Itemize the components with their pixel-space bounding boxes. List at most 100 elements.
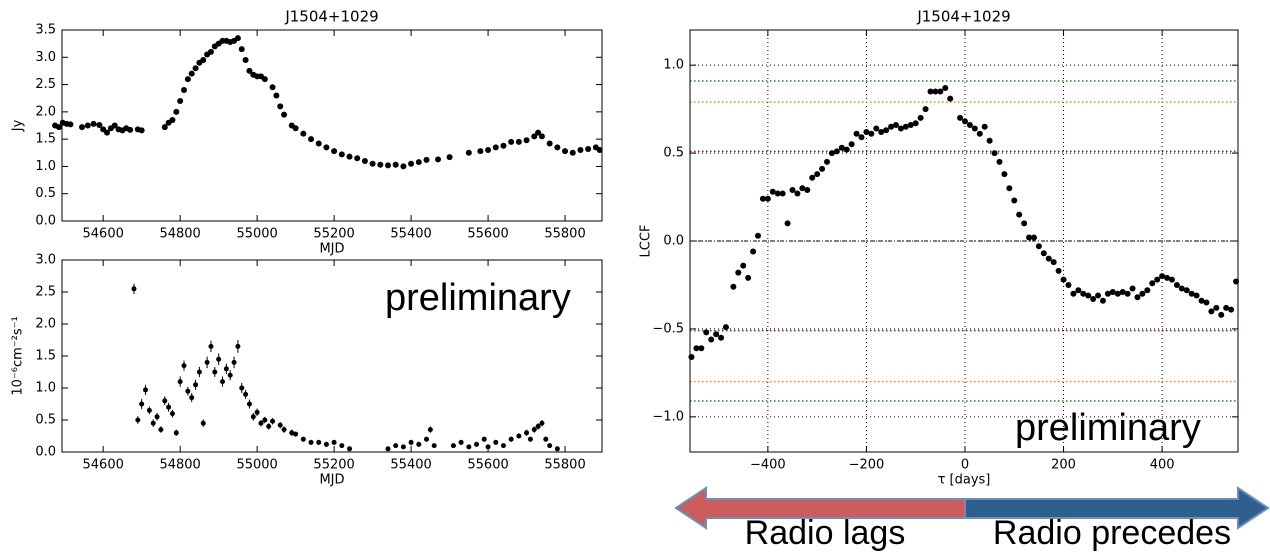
data-point bbox=[1178, 285, 1185, 292]
data-point bbox=[138, 127, 145, 134]
data-point bbox=[1055, 267, 1062, 274]
y-tick-label: 2.0 bbox=[35, 317, 56, 332]
data-point bbox=[493, 439, 499, 445]
right-arrow bbox=[964, 486, 1270, 530]
data-point bbox=[554, 144, 561, 151]
y-tick-label: 3.0 bbox=[35, 50, 56, 65]
data-point bbox=[146, 407, 152, 413]
data-point bbox=[843, 146, 850, 153]
data-point bbox=[708, 336, 715, 343]
data-point bbox=[961, 118, 968, 125]
data-point bbox=[55, 124, 62, 131]
data-point bbox=[922, 106, 929, 113]
data-point bbox=[423, 156, 430, 163]
data-point bbox=[212, 369, 218, 375]
data-point bbox=[173, 430, 179, 436]
data-point bbox=[1060, 276, 1067, 283]
data-point bbox=[873, 125, 880, 132]
data-point bbox=[577, 147, 584, 154]
data-point bbox=[863, 128, 870, 135]
data-point bbox=[184, 76, 191, 83]
data-point bbox=[562, 148, 569, 155]
data-point bbox=[67, 121, 74, 128]
data-point bbox=[1168, 276, 1175, 283]
y-axis-label: 10⁻⁶cm⁻²s⁻¹ bbox=[11, 316, 26, 395]
data-point bbox=[1208, 308, 1215, 315]
y-tick-label: 1.5 bbox=[35, 349, 56, 364]
data-point bbox=[878, 128, 885, 135]
data-point bbox=[942, 85, 949, 92]
y-axis-label: LCCF bbox=[639, 225, 654, 258]
data-point bbox=[96, 121, 103, 128]
data-point bbox=[385, 162, 392, 169]
data-point bbox=[208, 343, 214, 349]
x-tick-label: 54800 bbox=[159, 458, 200, 473]
annotation: preliminary bbox=[385, 277, 571, 319]
data-point bbox=[177, 97, 184, 104]
data-point bbox=[393, 443, 399, 449]
data-point bbox=[718, 334, 725, 341]
data-point bbox=[292, 125, 299, 132]
data-point bbox=[216, 356, 222, 362]
data-point bbox=[234, 35, 241, 42]
data-point bbox=[833, 148, 840, 155]
data-point bbox=[1218, 311, 1225, 318]
data-point bbox=[764, 195, 771, 202]
y-tick-label: −1.0 bbox=[652, 409, 684, 424]
data-point bbox=[415, 159, 422, 166]
data-point bbox=[1203, 299, 1210, 306]
data-point bbox=[848, 141, 855, 148]
x-tick-label: 54600 bbox=[83, 458, 124, 473]
data-point bbox=[745, 274, 752, 281]
data-point bbox=[289, 430, 295, 436]
data-point bbox=[416, 441, 422, 447]
y-tick-label: 2.5 bbox=[35, 285, 56, 300]
data-point bbox=[722, 324, 729, 331]
y-tick-label: 1.5 bbox=[35, 132, 56, 147]
data-point bbox=[535, 423, 541, 429]
data-point bbox=[585, 145, 592, 152]
data-point bbox=[450, 443, 456, 449]
data-point bbox=[181, 87, 188, 94]
data-point bbox=[261, 76, 268, 83]
data-point bbox=[188, 70, 195, 77]
data-point bbox=[947, 95, 954, 102]
data-point bbox=[1021, 220, 1028, 227]
data-point bbox=[1109, 288, 1116, 295]
x-tick-label: 55400 bbox=[390, 227, 431, 242]
data-point bbox=[1104, 290, 1111, 297]
data-point bbox=[196, 369, 202, 375]
data-point bbox=[971, 125, 978, 132]
data-point bbox=[1213, 304, 1220, 311]
y-tick-label: 0.5 bbox=[35, 186, 56, 201]
x-tick-label: 55000 bbox=[236, 458, 277, 473]
x-tick-label: 55600 bbox=[467, 227, 508, 242]
data-point bbox=[892, 121, 899, 128]
annotation: preliminary bbox=[1015, 407, 1201, 449]
arrow-label: Radio lags bbox=[745, 514, 906, 552]
data-point bbox=[477, 148, 484, 155]
data-point bbox=[161, 124, 168, 131]
data-point bbox=[331, 148, 338, 155]
x-tick-label: 54600 bbox=[83, 227, 124, 242]
data-point bbox=[527, 436, 533, 442]
data-point bbox=[347, 446, 353, 452]
data-point bbox=[354, 155, 361, 162]
data-point bbox=[207, 48, 214, 55]
data-point bbox=[538, 133, 545, 140]
data-point bbox=[1193, 292, 1200, 299]
data-point bbox=[927, 88, 934, 95]
data-point bbox=[937, 88, 944, 95]
data-point bbox=[1134, 294, 1141, 301]
data-point bbox=[385, 446, 391, 452]
data-point bbox=[1114, 290, 1121, 297]
data-point bbox=[1183, 287, 1190, 294]
data-point bbox=[976, 130, 983, 137]
data-point bbox=[799, 185, 806, 192]
data-point bbox=[769, 188, 776, 195]
data-point bbox=[316, 439, 322, 445]
data-point bbox=[523, 137, 530, 144]
data-point bbox=[883, 127, 890, 134]
data-point bbox=[166, 404, 172, 410]
data-point bbox=[131, 286, 137, 292]
